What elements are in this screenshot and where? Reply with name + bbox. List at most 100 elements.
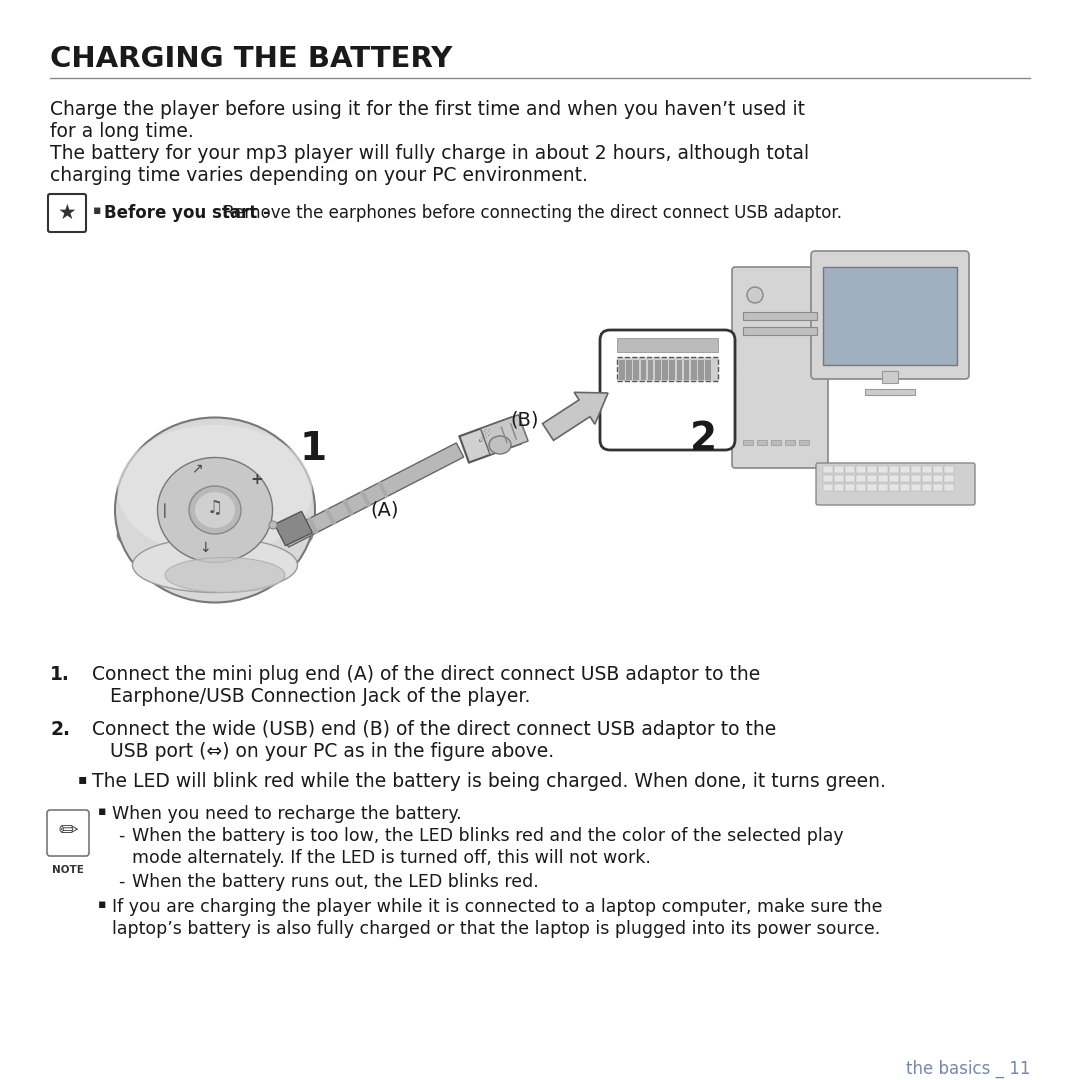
- FancyBboxPatch shape: [48, 810, 89, 856]
- Text: -: -: [118, 827, 124, 845]
- Bar: [743, 327, 816, 335]
- Bar: [648, 360, 653, 380]
- Text: When the battery is too low, the LED blinks red and the color of the selected pl: When the battery is too low, the LED bli…: [132, 827, 843, 845]
- Bar: [845, 475, 855, 482]
- Text: ▪: ▪: [93, 204, 102, 217]
- Polygon shape: [377, 481, 389, 498]
- Text: Charge the player before using it for the first time and when you haven’t used i: Charge the player before using it for th…: [50, 100, 805, 119]
- Bar: [845, 484, 855, 491]
- Text: Remove the earphones before connecting the direct connect USB adaptor.: Remove the earphones before connecting t…: [218, 204, 842, 222]
- Bar: [922, 465, 932, 473]
- Text: 2: 2: [690, 420, 717, 458]
- Text: Before you start -: Before you start -: [104, 204, 270, 222]
- Text: Connect the wide (USB) end (B) of the direct connect USB adaptor to the: Connect the wide (USB) end (B) of the di…: [92, 720, 777, 739]
- Ellipse shape: [133, 538, 297, 593]
- Bar: [617, 338, 718, 352]
- Bar: [743, 440, 753, 445]
- Bar: [878, 484, 888, 491]
- Text: ✏: ✏: [58, 819, 78, 843]
- Bar: [922, 475, 932, 482]
- Circle shape: [269, 521, 276, 529]
- Text: If you are charging the player while it is connected to a laptop computer, make : If you are charging the player while it …: [112, 897, 882, 916]
- Bar: [654, 360, 661, 380]
- Text: ↗: ↗: [191, 461, 203, 475]
- Bar: [912, 475, 921, 482]
- Bar: [743, 312, 816, 320]
- Text: charging time varies depending on your PC environment.: charging time varies depending on your P…: [50, 166, 588, 185]
- Text: 1.: 1.: [50, 665, 70, 684]
- Bar: [662, 360, 667, 380]
- Text: When you need to recharge the battery.: When you need to recharge the battery.: [112, 805, 461, 823]
- Bar: [640, 360, 646, 380]
- Text: CHARGING THE BATTERY: CHARGING THE BATTERY: [50, 45, 453, 73]
- Bar: [823, 267, 957, 365]
- Polygon shape: [481, 415, 528, 455]
- Polygon shape: [307, 517, 319, 535]
- Text: the basics _ 11: the basics _ 11: [905, 1059, 1030, 1078]
- Bar: [633, 360, 639, 380]
- FancyBboxPatch shape: [816, 463, 975, 505]
- Bar: [856, 484, 866, 491]
- Bar: [823, 475, 833, 482]
- Ellipse shape: [114, 418, 315, 603]
- Bar: [845, 465, 855, 473]
- Ellipse shape: [118, 426, 312, 555]
- Bar: [691, 360, 697, 380]
- FancyArrow shape: [542, 392, 608, 441]
- Bar: [705, 360, 711, 380]
- Ellipse shape: [489, 436, 511, 454]
- Polygon shape: [325, 508, 336, 525]
- Bar: [933, 475, 943, 482]
- Ellipse shape: [158, 458, 272, 563]
- Bar: [834, 475, 843, 482]
- Bar: [856, 465, 866, 473]
- Text: (B): (B): [510, 410, 539, 429]
- Bar: [878, 475, 888, 482]
- Bar: [933, 465, 943, 473]
- Bar: [944, 484, 954, 491]
- Text: The battery for your mp3 player will fully charge in about 2 hours, although tot: The battery for your mp3 player will ful…: [50, 144, 809, 163]
- Ellipse shape: [189, 486, 241, 534]
- Text: The LED will blink red while the battery is being charged. When done, it turns g: The LED will blink red while the battery…: [92, 772, 886, 791]
- Text: ∣: ∣: [161, 502, 168, 517]
- Text: laptop’s battery is also fully charged or that the laptop is plugged into its po: laptop’s battery is also fully charged o…: [112, 920, 880, 939]
- Bar: [834, 465, 843, 473]
- Bar: [878, 465, 888, 473]
- Polygon shape: [342, 499, 354, 516]
- Text: +: +: [251, 473, 264, 487]
- Polygon shape: [360, 490, 372, 508]
- Text: ★: ★: [57, 203, 77, 222]
- Bar: [889, 465, 899, 473]
- FancyBboxPatch shape: [811, 251, 969, 379]
- Bar: [912, 484, 921, 491]
- Ellipse shape: [118, 510, 312, 561]
- Text: Connect the mini plug end (A) of the direct connect USB adaptor to the: Connect the mini plug end (A) of the dir…: [92, 665, 760, 684]
- Bar: [900, 465, 910, 473]
- Text: -: -: [118, 873, 124, 891]
- Polygon shape: [459, 418, 521, 462]
- Bar: [856, 475, 866, 482]
- Text: When the battery runs out, the LED blinks red.: When the battery runs out, the LED blink…: [132, 873, 539, 891]
- Ellipse shape: [195, 492, 235, 528]
- Bar: [867, 484, 877, 491]
- Bar: [785, 440, 795, 445]
- Text: for a long time.: for a long time.: [50, 122, 193, 141]
- Bar: [834, 484, 843, 491]
- FancyBboxPatch shape: [732, 267, 828, 468]
- Bar: [698, 360, 704, 380]
- Text: ▪: ▪: [98, 897, 107, 912]
- FancyBboxPatch shape: [600, 330, 735, 450]
- Bar: [944, 465, 954, 473]
- Bar: [867, 475, 877, 482]
- Bar: [933, 484, 943, 491]
- Bar: [900, 475, 910, 482]
- Text: (A): (A): [370, 500, 399, 519]
- Bar: [757, 440, 767, 445]
- Bar: [922, 484, 932, 491]
- Bar: [617, 357, 718, 381]
- Polygon shape: [282, 443, 463, 548]
- Text: Earphone/USB Connection Jack of the player.: Earphone/USB Connection Jack of the play…: [110, 687, 530, 706]
- Bar: [889, 475, 899, 482]
- Bar: [889, 484, 899, 491]
- Text: ▪: ▪: [98, 805, 107, 818]
